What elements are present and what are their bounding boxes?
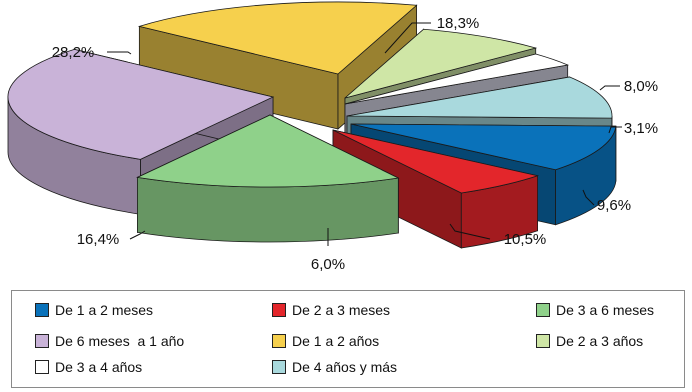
legend-swatch (272, 360, 286, 374)
chart-legend: De 1 a 2 meses De 2 a 3 meses De 3 a 6 mes… (11, 290, 685, 388)
legend-label: De 3 a 4 años (55, 359, 143, 375)
slice-top-de-3-a-6-meses (136, 114, 400, 188)
data-label-de-2-a-3-anos: 8,0% (624, 78, 658, 95)
slice-top-de-1-a-2-meses (350, 123, 617, 171)
legend-item-de-1-a-2-meses: De 1 a 2 meses (35, 301, 153, 319)
legend-label: De 3 a 6 meses (556, 302, 655, 318)
data-label-de-1-a-2-anos: 18,3% (437, 15, 480, 32)
legend-swatch (536, 303, 550, 317)
data-label-de-4-anos-y-mas: 9,6% (597, 197, 631, 214)
leader-line-de-3-a-6-meses (129, 230, 146, 240)
leader-line-de-1-a-2-meses (449, 223, 491, 240)
legend-label: De 2 a 3 años (556, 333, 644, 349)
leader-line-de-3-a-4-anos (608, 126, 622, 134)
legend-swatch (35, 334, 49, 348)
legend-item-de-6-meses-a-1-ano: De 6 meses a 1 año (35, 332, 184, 350)
data-label-de-3-a-6-meses: 16,4% (77, 231, 120, 248)
slice-de-3-a-6-meses (136, 114, 400, 243)
legend-label: De 2 a 3 meses (292, 302, 391, 318)
leader-line-de-4-anos-y-mas (582, 189, 595, 206)
pie-chart: 10,5% 6,0% 16,4% 28,2% 18,3% 8,0% 3,1% 9,6% (7, 1, 658, 273)
leader-line-de-2-a-3-anos (599, 85, 620, 91)
legend-label: De 1 a 2 meses (55, 302, 154, 318)
data-label-de-2-a-3-meses: 6,0% (311, 256, 345, 273)
legend-label: De 4 años y más (292, 359, 398, 375)
legend-item-de-2-a-3-meses: De 2 a 3 meses (272, 301, 390, 319)
leader-line-de-6-meses-a-1-ano (107, 51, 132, 55)
slice-top-de-3-a-4-anos (344, 53, 570, 105)
data-label-de-3-a-4-anos: 3,1% (624, 120, 658, 137)
slice-top-de-4-anos-y-mas (346, 76, 613, 119)
leader-line-de-1-a-2-anos (384, 22, 431, 54)
legend-label: De 1 a 2 años (292, 333, 380, 349)
legend-item-de-4-anos-y-mas: De 4 años y más (272, 358, 397, 376)
data-label-de-1-a-2-meses: 10,5% (504, 231, 547, 248)
slice-de-1-a-2-anos (137, 1, 418, 130)
slice-top-de-2-a-3-anos (344, 28, 538, 99)
legend-label: De 6 meses a 1 año (55, 333, 185, 349)
legend-item-de-3-a-6-meses: De 3 a 6 meses (536, 301, 654, 319)
legend-item-de-3-a-4-anos: De 3 a 4 años (35, 358, 142, 376)
legend-item-de-2-a-3-anos: De 2 a 3 años (536, 332, 643, 350)
slice-top-de-2-a-3-meses (332, 129, 540, 194)
legend-swatch (272, 334, 286, 348)
legend-swatch (35, 360, 49, 374)
legend-swatch (272, 303, 286, 317)
legend-item-de-1-a-2-anos: De 1 a 2 años (272, 332, 379, 350)
legend-swatch (35, 303, 49, 317)
legend-swatch (536, 334, 550, 348)
slice-top-de-6-meses-a-1-ano (7, 48, 275, 160)
data-label-de-6-meses-a-1-ano: 28,2% (52, 44, 95, 61)
slice-top-de-1-a-2-anos (137, 1, 418, 75)
